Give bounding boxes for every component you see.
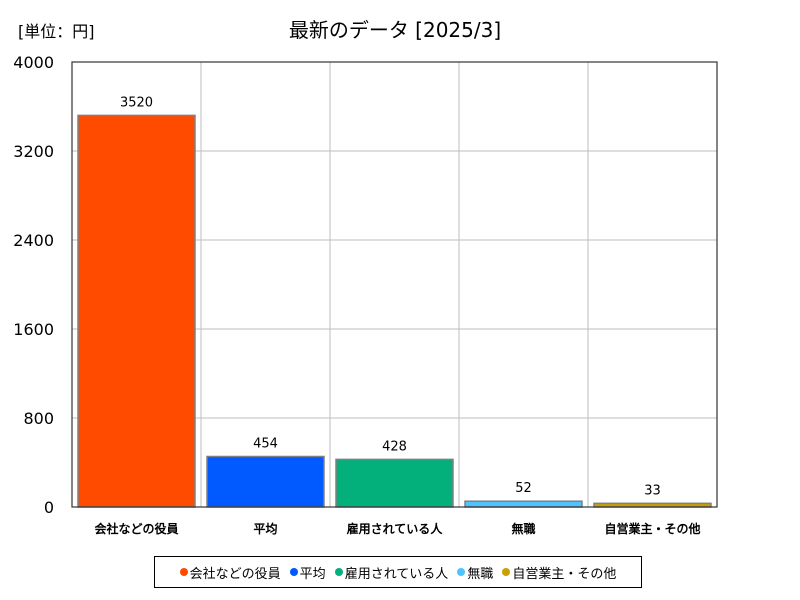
y-axis-ticks: 0 800 1600 2400 3200 4000 xyxy=(13,53,54,517)
plot-frame xyxy=(71,61,718,508)
legend-item: 無職 xyxy=(457,563,493,582)
data-label: 3520 xyxy=(120,95,153,110)
y-tick-label: 3200 xyxy=(13,142,54,161)
chart-title: 最新のデータ [2025/3] xyxy=(288,18,502,42)
bar-chart: 3520 454 428 52 33 0 800 1600 2400 3200 4000 会社など… xyxy=(13,53,718,536)
legend-marker xyxy=(179,568,188,576)
x-axis-ticks: 会社などの役員 平均 雇用されている人 無職 自営業主・その他 xyxy=(94,521,700,536)
legend-label: 平均 xyxy=(299,566,326,582)
legend-item: 雇用されている人 xyxy=(334,563,449,582)
legend-marker xyxy=(334,568,343,576)
x-tick-label: 自営業主・その他 xyxy=(604,521,700,536)
data-label: 52 xyxy=(515,481,532,496)
legend-item: 会社などの役員 xyxy=(179,563,281,582)
x-tick-label: 会社などの役員 xyxy=(94,521,178,536)
x-tick-label: 雇用されている人 xyxy=(347,521,444,536)
y-tick-label: 2400 xyxy=(13,231,54,250)
legend-label: 雇用されている人 xyxy=(344,566,449,582)
data-label: 454 xyxy=(253,436,278,451)
x-tick-label: 無職 xyxy=(511,521,535,536)
bar xyxy=(464,500,583,508)
data-label: 33 xyxy=(644,483,661,498)
bars xyxy=(77,114,712,508)
legend-marker xyxy=(457,568,466,576)
legend-label: 無職 xyxy=(467,566,494,582)
y-tick-label: 4000 xyxy=(13,53,54,72)
y-tick-label: 800 xyxy=(23,409,54,428)
bar xyxy=(335,458,454,508)
unit-label: [単位：円] xyxy=(18,22,95,41)
legend: 会社などの役員 平均 雇用されている人 無職 自営業主・その他 xyxy=(154,556,642,588)
data-labels: 3520 454 428 52 33 xyxy=(120,95,661,498)
legend-item: 自営業主・その他 xyxy=(502,563,616,582)
legend-label: 会社などの役員 xyxy=(189,566,281,582)
bar xyxy=(206,455,325,508)
legend-item: 平均 xyxy=(289,563,326,582)
bar xyxy=(77,114,196,508)
y-tick-label: 1600 xyxy=(13,320,54,339)
legend-marker xyxy=(502,568,511,576)
y-tick-label: 0 xyxy=(44,498,54,517)
x-tick-label: 平均 xyxy=(253,521,277,536)
legend-marker xyxy=(289,568,298,576)
legend-label: 自営業主・その他 xyxy=(512,566,617,582)
data-label: 428 xyxy=(382,439,407,454)
